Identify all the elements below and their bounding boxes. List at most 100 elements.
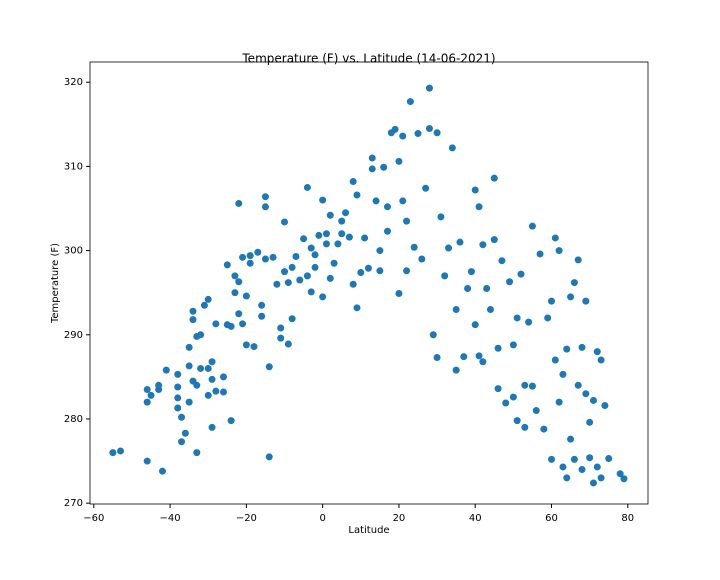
- point: [265, 363, 273, 371]
- point: [231, 289, 239, 297]
- point: [540, 425, 548, 433]
- point: [464, 284, 472, 292]
- point: [475, 352, 483, 360]
- point: [212, 387, 220, 395]
- point: [307, 244, 315, 252]
- point: [147, 391, 155, 399]
- point: [212, 320, 220, 328]
- point: [322, 230, 330, 238]
- point: [349, 280, 357, 288]
- point: [235, 310, 243, 318]
- point: [250, 343, 258, 351]
- point: [181, 429, 189, 437]
- point: [406, 98, 414, 106]
- point: [441, 272, 449, 280]
- point: [563, 474, 571, 482]
- point: [395, 157, 403, 165]
- point: [330, 259, 338, 267]
- point: [174, 394, 182, 402]
- point: [532, 407, 540, 415]
- point: [303, 183, 311, 191]
- point: [242, 341, 250, 349]
- point: [227, 322, 235, 330]
- point: [204, 391, 212, 399]
- point: [597, 474, 605, 482]
- point: [227, 417, 235, 425]
- point: [178, 438, 186, 446]
- point: [338, 217, 346, 225]
- point: [368, 154, 376, 162]
- point: [265, 453, 273, 461]
- point: [425, 84, 433, 92]
- x-tick-label: −40: [160, 513, 181, 524]
- point: [589, 479, 597, 487]
- point: [174, 404, 182, 412]
- point: [410, 243, 418, 251]
- point: [204, 364, 212, 372]
- point: [471, 186, 479, 194]
- point: [235, 199, 243, 207]
- point: [288, 263, 296, 271]
- point: [567, 435, 575, 443]
- point: [589, 396, 597, 404]
- point: [338, 230, 346, 238]
- point: [342, 209, 350, 217]
- point: [559, 370, 567, 378]
- x-tick-label: 60: [545, 513, 558, 524]
- point: [494, 385, 502, 393]
- point: [315, 231, 323, 239]
- point: [185, 398, 193, 406]
- point: [300, 235, 308, 243]
- point: [528, 382, 536, 390]
- point: [258, 312, 266, 320]
- point: [475, 203, 483, 211]
- point: [185, 343, 193, 351]
- chart-title: Temperature (F) vs. Latitude (14-06-2021…: [241, 52, 495, 66]
- point: [261, 193, 269, 201]
- point: [548, 297, 556, 305]
- point: [208, 423, 216, 431]
- point: [429, 331, 437, 339]
- point: [418, 255, 426, 263]
- point: [559, 463, 567, 471]
- point: [486, 306, 494, 314]
- point: [296, 276, 304, 284]
- point: [460, 353, 468, 361]
- point: [235, 278, 243, 286]
- point: [551, 356, 559, 364]
- y-tick-label: 270: [64, 498, 83, 509]
- point: [117, 447, 125, 455]
- point: [383, 227, 391, 235]
- point: [498, 257, 506, 265]
- point: [586, 454, 594, 462]
- point: [414, 130, 422, 138]
- point: [391, 125, 399, 133]
- point: [326, 211, 334, 219]
- point: [506, 278, 514, 286]
- point: [178, 413, 186, 421]
- point: [490, 174, 498, 182]
- point: [433, 354, 441, 362]
- point: [479, 358, 487, 366]
- y-axis-label: Temperature (F): [50, 243, 61, 324]
- point: [208, 358, 216, 366]
- point: [620, 475, 628, 483]
- point: [219, 373, 227, 381]
- point: [311, 263, 319, 271]
- point: [284, 340, 292, 348]
- point: [368, 165, 376, 173]
- point: [162, 366, 170, 374]
- point: [307, 288, 315, 296]
- point: [490, 236, 498, 244]
- point: [189, 316, 197, 324]
- point: [509, 393, 517, 401]
- point: [364, 264, 372, 272]
- point: [319, 293, 327, 301]
- point: [189, 307, 197, 315]
- point: [544, 314, 552, 322]
- point: [143, 398, 151, 406]
- y-tick-label: 290: [64, 330, 83, 341]
- point: [433, 129, 441, 137]
- plot-frame: [89, 61, 649, 505]
